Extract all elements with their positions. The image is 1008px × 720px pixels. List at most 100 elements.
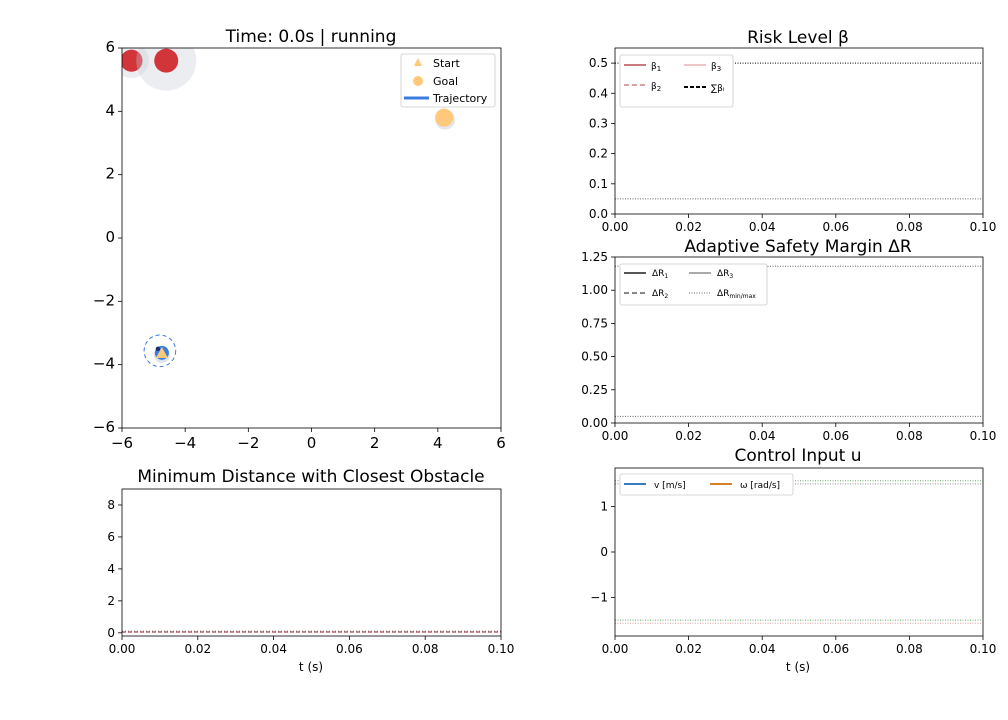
control-xtick-label: 0.04 — [749, 642, 776, 656]
margin-xtick-label: 0.10 — [970, 429, 997, 443]
margin-legend-label: ΔR3 — [717, 269, 733, 280]
distance-xtick-label: 0.00 — [109, 642, 136, 656]
legend-start-marker — [414, 58, 422, 66]
control-ytick-label: −1 — [590, 590, 608, 604]
risk-ytick-label: 0.5 — [589, 56, 608, 70]
control-xlabel: t (s) — [786, 660, 810, 674]
control-ytick-label: 1 — [600, 500, 608, 514]
distance-xtick-label: 0.06 — [336, 642, 363, 656]
distance-xtick-label: 0.08 — [412, 642, 439, 656]
margin-xtick-label: 0.02 — [675, 429, 702, 443]
margin-legend-subscript: min/max — [729, 293, 756, 300]
risk-legend-subscript: 2 — [657, 85, 661, 93]
risk-title: Risk Level β — [747, 28, 849, 48]
trajectory-ytick-label: 2 — [105, 165, 115, 183]
margin-xtick-label: 0.00 — [602, 429, 629, 443]
risk-frame — [614, 47, 984, 215]
margin-legend — [619, 263, 768, 306]
trajectory-xtick-label: −4 — [174, 434, 196, 452]
control-legend-omega-label: ω [rad/s] — [740, 481, 780, 491]
trajectory-xtick-label: 6 — [496, 434, 506, 452]
risk-xtick-label: 0.04 — [749, 220, 776, 234]
trajectory-ytick-label: −6 — [93, 418, 115, 436]
margin-legend-label: ΔR2 — [652, 289, 668, 300]
trajectory-ytick-label: −4 — [93, 355, 115, 373]
margin-ytick-label: 1.00 — [581, 283, 608, 297]
trajectory-legend — [400, 53, 496, 108]
trajectory-xtick-label: 2 — [370, 434, 380, 452]
distance-ytick-label: 2 — [107, 594, 115, 608]
risk-xtick-label: 0.10 — [970, 220, 997, 234]
risk-ytick-label: 0.4 — [589, 86, 608, 100]
margin-xtick-label: 0.08 — [896, 429, 923, 443]
margin-legend-label: ΔR1 — [652, 269, 668, 280]
distance-frame — [121, 488, 502, 637]
robot-safety-circle — [143, 334, 177, 368]
margin-frame — [614, 256, 984, 424]
margin-ytick-label: 0.75 — [581, 316, 608, 330]
risk-xtick-label: 0.06 — [822, 220, 849, 234]
robot-heading-dot — [155, 346, 161, 352]
distance-ytick-label: 4 — [107, 562, 115, 576]
trajectory-xtick-label: −6 — [111, 434, 133, 452]
risk-ytick-label: 0.1 — [589, 177, 608, 191]
distance-ytick-label: 0 — [107, 626, 115, 640]
control-ytick-label: 0 — [600, 545, 608, 559]
obstacle — [122, 49, 143, 72]
risk-ytick-label: 0.3 — [589, 116, 608, 130]
risk-legend — [619, 54, 734, 108]
trajectory-xtick-label: −2 — [237, 434, 259, 452]
control-xtick-label: 0.00 — [602, 642, 629, 656]
legend-trajectory-label: Trajectory — [432, 92, 488, 105]
control-xtick-label: 0.10 — [970, 642, 997, 656]
trajectory-plot-area — [122, 48, 456, 368]
obstacle — [154, 48, 179, 73]
distance-title: Minimum Distance with Closest Obstacle — [137, 467, 484, 487]
distance-ytick-label: 8 — [107, 498, 115, 512]
margin-ytick-label: 0.00 — [581, 416, 608, 430]
legend-start-label: Start — [433, 57, 461, 70]
control-xtick-label: 0.06 — [822, 642, 849, 656]
trajectory-title: Time: 0.0s | running — [225, 27, 397, 47]
risk-ytick-label: 0.0 — [589, 207, 608, 221]
margin-legend-label: ΔRmin/max — [717, 289, 756, 300]
margin-legend-subscript: 2 — [664, 293, 668, 300]
distance-xtick-label: 0.04 — [260, 642, 287, 656]
risk-legend-subscript: 3 — [717, 65, 721, 73]
trajectory-xtick-label: 0 — [307, 434, 317, 452]
risk-legend-label: β2 — [651, 82, 661, 93]
margin-ytick-label: 1.25 — [581, 250, 608, 264]
distance-xlabel: t (s) — [299, 660, 323, 674]
control-title: Control Input u — [734, 446, 861, 466]
distance-xtick-label: 0.02 — [184, 642, 211, 656]
trajectory-ytick-label: 0 — [105, 228, 115, 246]
margin-legend-subscript: 3 — [729, 273, 733, 280]
risk-xtick-label: 0.02 — [675, 220, 702, 234]
legend-goal-marker — [413, 76, 423, 86]
margin-title: Adaptive Safety Margin ΔR — [684, 237, 912, 257]
risk-legend-label: β3 — [711, 62, 721, 73]
margin-ytick-label: 0.50 — [581, 350, 608, 364]
risk-ytick-label: 0.2 — [589, 147, 608, 161]
risk-legend-label: ∑βᵢ — [711, 84, 725, 94]
trajectory-ytick-label: 6 — [105, 38, 115, 56]
control-xtick-label: 0.02 — [675, 642, 702, 656]
goal-marker — [435, 108, 454, 127]
margin-xtick-label: 0.04 — [749, 429, 776, 443]
risk-legend-subscript: 1 — [657, 65, 661, 73]
legend-goal-label: Goal — [433, 75, 458, 88]
margin-xtick-label: 0.06 — [822, 429, 849, 443]
trajectory-xtick-label: 4 — [433, 434, 443, 452]
control-legend-v-label: v [m/s] — [654, 481, 686, 491]
trajectory-ytick-label: 4 — [105, 101, 115, 119]
trajectory-ytick-label: −2 — [93, 291, 115, 309]
risk-xtick-label: 0.08 — [896, 220, 923, 234]
distance-ytick-label: 6 — [107, 530, 115, 544]
margin-ytick-label: 0.25 — [581, 383, 608, 397]
start-marker — [155, 347, 168, 358]
distance-xtick-label: 0.10 — [488, 642, 515, 656]
risk-legend-label: β1 — [651, 62, 661, 73]
control-xtick-label: 0.08 — [896, 642, 923, 656]
risk-xtick-label: 0.00 — [602, 220, 629, 234]
